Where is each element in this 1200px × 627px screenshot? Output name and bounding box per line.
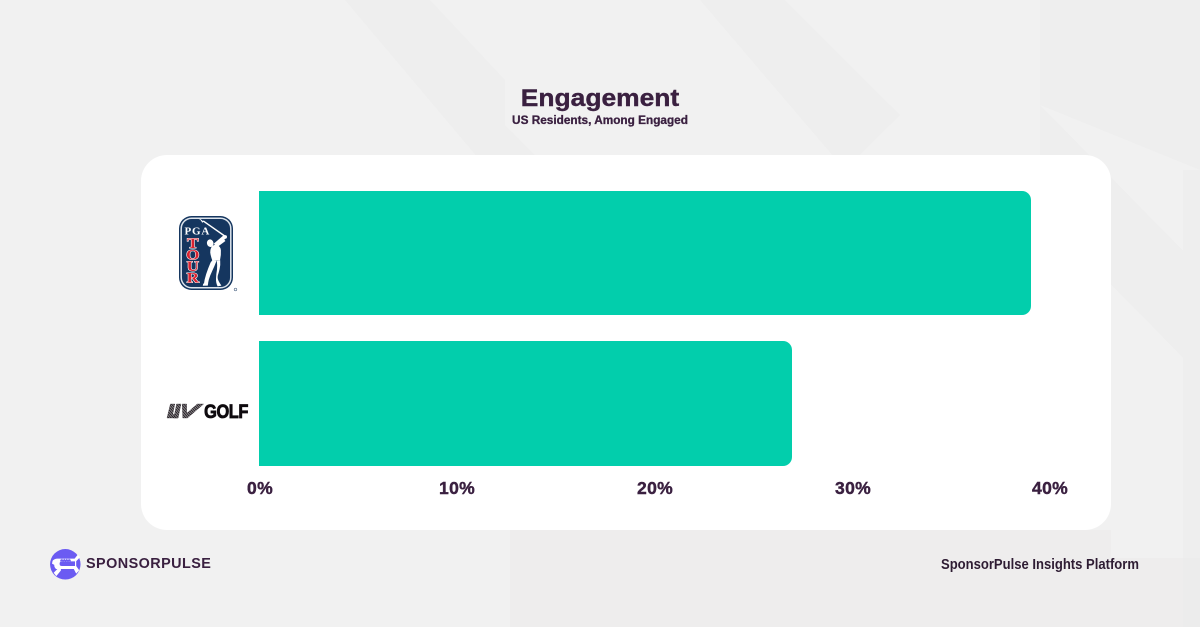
svg-text:T: T: [187, 236, 199, 252]
svg-text:U: U: [187, 259, 200, 275]
svg-text:O: O: [186, 247, 199, 263]
svg-text:GOLF: GOLF: [204, 402, 248, 420]
svg-text:PGA: PGA: [184, 226, 210, 238]
svg-text:R: R: [187, 270, 200, 286]
